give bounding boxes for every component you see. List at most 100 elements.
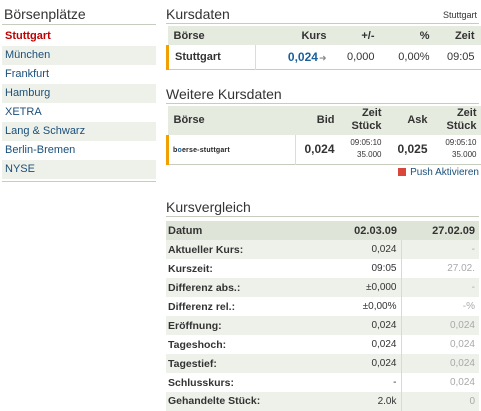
- col-zeit-label: Zeit: [456, 107, 477, 119]
- row-value-a: -: [321, 373, 402, 392]
- row-kurs-cell: 0,024➜: [256, 45, 333, 69]
- logo-text: b: [173, 147, 178, 155]
- col-zeit-label: Zeit: [361, 107, 382, 119]
- row-label: Differenz rel.:: [168, 300, 236, 313]
- row-change: 0,000: [346, 50, 375, 63]
- col-zeit-stueck-bid: Zeit Stück: [339, 106, 386, 135]
- row-value-b: 0,024: [401, 316, 479, 335]
- table-header-row: Börse Bid Zeit Stück Ask Zeit Stück: [167, 105, 481, 135]
- venue-frankfurt[interactable]: Frankfurt: [5, 68, 50, 80]
- row-label: Differenz abs.:: [166, 278, 321, 297]
- weitere-kursdaten-title: Weitere Kursdaten: [166, 85, 282, 102]
- venue-xetra[interactable]: XETRA: [5, 106, 42, 118]
- kursdaten-title: Kursdaten: [166, 6, 230, 22]
- venue-nyse[interactable]: NYSE: [2, 160, 156, 179]
- row-value-b: -%: [462, 301, 475, 312]
- table-row: Eröffnung: 0,024 0,024: [166, 316, 479, 335]
- kursdaten-venue-label: Stuttgart: [442, 10, 477, 20]
- col-date-b: 27.02.09: [432, 224, 475, 237]
- row-label: Aktueller Kurs:: [166, 240, 321, 259]
- table-row: boerse-stuttgart 0,024 09:05:10 35.000 0,…: [166, 134, 481, 165]
- row-value-a: 09:05: [321, 259, 402, 278]
- col-percent: %: [419, 29, 430, 42]
- row-value-b: 0,024: [449, 377, 475, 388]
- ask-value: 0,025: [397, 142, 428, 157]
- push-activate-link[interactable]: Push Aktivieren: [166, 167, 479, 183]
- col-bid: Bid: [316, 113, 335, 126]
- table-row: Tagestief: 0,024 0,024: [166, 354, 479, 373]
- col-ask: Ask: [407, 113, 428, 126]
- row-kurs: 0,024: [287, 49, 318, 64]
- bid-value: 0,024: [304, 142, 335, 157]
- venues-panel: Börsenplätze Stuttgart München Frankfurt…: [2, 4, 156, 182]
- table-row: Gehandelte Stück: 2.0k 0: [166, 392, 479, 411]
- col-stueck-label: Stück: [351, 120, 382, 132]
- weitere-kursdaten-table: Börse Bid Zeit Stück Ask Zeit Stück boerse…: [166, 105, 481, 166]
- col-kurs: Kurs: [301, 29, 327, 42]
- row-value-a: 0,024: [321, 240, 402, 259]
- row-label: Tageshoch:: [168, 338, 227, 351]
- table-row: Kurszeit: 09:05 27.02.: [166, 259, 479, 278]
- table-row: Differenz rel.: ±0,00% -%: [166, 297, 479, 316]
- row-label: Gehandelte Stück:: [166, 392, 321, 411]
- bid-time-qty: 09:05:10 35.000: [339, 135, 386, 165]
- red-square-icon: [398, 168, 407, 176]
- divider: [2, 181, 156, 182]
- row-value-a: 0,024: [321, 316, 402, 335]
- row-value-b: -: [401, 278, 479, 297]
- row-value-a: ±0,00%: [321, 297, 402, 316]
- venue-muenchen[interactable]: München: [2, 46, 156, 65]
- bid-qty: 35.000: [357, 150, 382, 160]
- push-label: Push Aktivieren: [410, 167, 479, 178]
- row-value-a: 0,024: [321, 335, 402, 354]
- weitere-kursdaten-header: Weitere Kursdaten: [166, 84, 479, 104]
- kursvergleich-table: Datum 02.03.09 27.02.09 Aktueller Kurs: …: [166, 221, 479, 411]
- row-value-b: 27.02.: [447, 263, 475, 274]
- row-percent: 0,00%: [398, 50, 430, 63]
- venues-title: Börsenplätze: [4, 6, 86, 22]
- row-label: Kurszeit:: [168, 262, 213, 275]
- col-stueck-label: Stück: [446, 120, 477, 132]
- logo-mark: o: [177, 147, 182, 155]
- table-header-row: Börse Kurs +/- % Zeit: [167, 26, 481, 45]
- row-value-b: 0,024: [401, 354, 479, 373]
- row-value-a: 0,024: [321, 354, 402, 373]
- col-boerse: Börse: [173, 113, 205, 126]
- row-value-b: 0,024: [449, 339, 475, 350]
- col-change: +/-: [361, 29, 375, 42]
- kursdaten-header: Kursdaten Stuttgart: [166, 4, 479, 24]
- col-zeit: Zeit: [454, 29, 475, 42]
- row-label: Tagestief:: [166, 354, 321, 373]
- kursvergleich-title: Kursvergleich: [166, 199, 251, 215]
- row-value-b: -: [401, 240, 479, 259]
- venue-stuttgart[interactable]: Stuttgart: [5, 30, 51, 42]
- boerse-stuttgart-logo[interactable]: boerse-stuttgart: [166, 134, 296, 165]
- ask-time: 09:05:10: [445, 138, 477, 148]
- row-label: Eröffnung:: [166, 316, 321, 335]
- venue-hamburg[interactable]: Hamburg: [2, 84, 156, 103]
- row-label: Schlusskurs:: [168, 376, 234, 389]
- arrow-right-icon: ➜: [318, 52, 327, 63]
- venue-lang-schwarz[interactable]: Lang & Schwarz: [2, 122, 156, 141]
- col-date-a: 02.03.09: [354, 224, 397, 237]
- row-zeit: 09:05: [446, 50, 475, 63]
- venue-berlin-bremen[interactable]: Berlin-Bremen: [5, 144, 76, 156]
- table-header-row: Datum 02.03.09 27.02.09: [166, 221, 479, 240]
- table-row: Tageshoch: 0,024 0,024: [166, 335, 479, 354]
- table-row: Aktueller Kurs: 0,024 -: [166, 240, 479, 259]
- row-value-b: 0: [401, 392, 479, 411]
- kursvergleich-header: Kursvergleich: [166, 197, 479, 217]
- ask-time-qty: 09:05:10 35.000: [432, 135, 481, 165]
- col-boerse: Börse: [173, 29, 205, 42]
- row-boerse: Stuttgart: [166, 45, 256, 69]
- col-zeit-stueck-ask: Zeit Stück: [432, 106, 481, 135]
- bid-time: 09:05:10: [350, 138, 382, 148]
- ask-qty: 35.000: [452, 150, 477, 160]
- table-row: Stuttgart 0,024➜ 0,000 0,00% 09:05: [166, 45, 481, 69]
- table-row: Schlusskurs: - 0,024: [166, 373, 479, 392]
- divider: [2, 24, 156, 25]
- logo-text: erse-stuttgart: [181, 147, 230, 155]
- col-datum: Datum: [168, 224, 203, 237]
- row-value-a: ±0,000: [321, 278, 402, 297]
- kursdaten-table: Börse Kurs +/- % Zeit Stuttgart 0,024➜ 0…: [166, 26, 481, 70]
